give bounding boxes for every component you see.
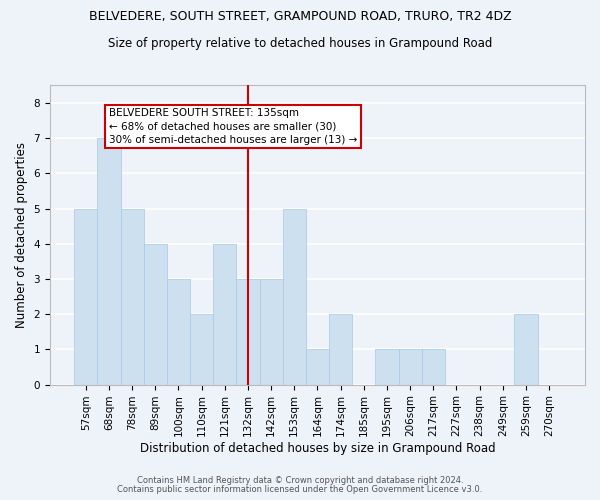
Text: Contains public sector information licensed under the Open Government Licence v3: Contains public sector information licen… [118, 484, 482, 494]
Bar [283, 208, 306, 384]
Bar [376, 350, 398, 384]
Bar [213, 244, 236, 384]
Text: BELVEDERE, SOUTH STREET, GRAMPOUND ROAD, TRURO, TR2 4DZ: BELVEDERE, SOUTH STREET, GRAMPOUND ROAD,… [89, 10, 511, 23]
Bar [236, 279, 260, 384]
Bar [514, 314, 538, 384]
Bar [121, 208, 144, 384]
Bar [329, 314, 352, 384]
Bar [167, 279, 190, 384]
Bar [190, 314, 213, 384]
Bar [398, 350, 422, 384]
X-axis label: Distribution of detached houses by size in Grampound Road: Distribution of detached houses by size … [140, 442, 495, 455]
Text: Size of property relative to detached houses in Grampound Road: Size of property relative to detached ho… [108, 38, 492, 51]
Bar [144, 244, 167, 384]
Text: BELVEDERE SOUTH STREET: 135sqm
← 68% of detached houses are smaller (30)
30% of : BELVEDERE SOUTH STREET: 135sqm ← 68% of … [109, 108, 358, 145]
Text: Contains HM Land Registry data © Crown copyright and database right 2024.: Contains HM Land Registry data © Crown c… [137, 476, 463, 485]
Bar [97, 138, 121, 384]
Bar [422, 350, 445, 384]
Bar [306, 350, 329, 384]
Y-axis label: Number of detached properties: Number of detached properties [15, 142, 28, 328]
Bar [74, 208, 97, 384]
Bar [260, 279, 283, 384]
